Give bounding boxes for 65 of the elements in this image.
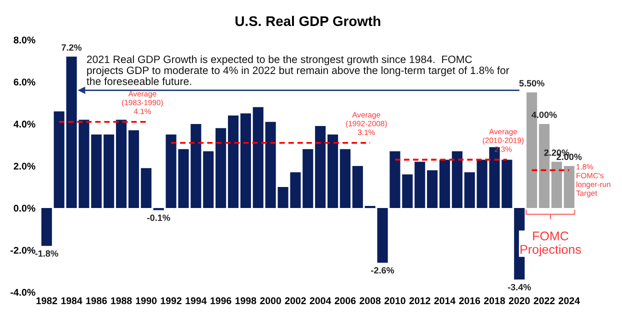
data-label: -3.4% xyxy=(508,284,531,290)
bar xyxy=(228,116,239,208)
x-tick-label: 2000 xyxy=(260,297,281,304)
x-tick-label: 2002 xyxy=(284,297,306,304)
data-label: 7.2% xyxy=(62,44,82,51)
data-label: -1.8% xyxy=(35,250,58,257)
data-label: 2.20% xyxy=(544,149,570,156)
x-tick-label: 2016 xyxy=(459,297,480,304)
bar xyxy=(564,166,574,208)
bar xyxy=(439,160,450,208)
data-label: 4.00% xyxy=(532,112,557,118)
bar xyxy=(414,162,426,208)
x-tick-label: 1994 xyxy=(186,297,207,304)
annotation: 2021 Real GDP Growth is expected to be the strongest growth since 1984. FOMC projects GDP to moderate to 4% in 2022 but remain above the long-term target of 1.8% for the foreseeable future. xyxy=(86,55,510,86)
bar xyxy=(252,107,264,208)
data-label: -0.1% xyxy=(147,214,170,221)
x-tick-label: 1984 xyxy=(61,297,82,304)
x-tick-label: 1998 xyxy=(235,297,256,304)
x-tick-label: 1996 xyxy=(210,297,232,304)
bar xyxy=(203,151,214,208)
x-tick-label: 1986 xyxy=(86,297,107,304)
bar xyxy=(140,168,152,208)
x-tick-label: 2024 xyxy=(558,297,580,304)
x-tick-label: 2006 xyxy=(334,297,356,304)
bar xyxy=(340,149,350,208)
bar xyxy=(427,170,438,208)
bar xyxy=(352,166,363,208)
y-tick-label: 2.0% xyxy=(14,162,36,170)
x-tick-label: 2020 xyxy=(508,297,530,304)
bar xyxy=(464,172,475,208)
y-tick-label: 4.0% xyxy=(14,120,36,128)
bar xyxy=(41,208,52,246)
y-tick-label: 8.0% xyxy=(14,36,36,44)
data-label: 2.00% xyxy=(556,154,582,160)
x-tick-label: 2018 xyxy=(484,297,506,304)
y-tick-label: 6.0% xyxy=(14,78,36,86)
bar xyxy=(377,208,388,263)
x-tick-label: 2008 xyxy=(360,297,381,304)
annotation: FOMC Projections xyxy=(520,232,581,256)
bar xyxy=(302,149,314,208)
data-label: -2.6% xyxy=(371,267,394,274)
bar xyxy=(216,128,226,208)
x-tick-label: 2012 xyxy=(409,297,430,304)
x-tick-label: 2010 xyxy=(384,297,406,304)
chart-title: U.S. Real GDP Growth xyxy=(236,16,380,26)
y-tick-label: -2.0% xyxy=(10,246,36,254)
bar xyxy=(128,130,140,208)
x-tick-label: 1992 xyxy=(160,297,182,304)
x-tick-label: 1982 xyxy=(36,297,58,304)
data-label: 5.50% xyxy=(519,80,544,86)
x-tick-label: 2014 xyxy=(434,297,456,304)
bar xyxy=(315,126,326,208)
x-tick-label: 2022 xyxy=(534,297,555,304)
bar xyxy=(116,120,127,208)
bar xyxy=(364,206,376,208)
y-tick-label: -4.0% xyxy=(10,288,36,296)
x-tick-label: 2004 xyxy=(310,297,332,304)
bar xyxy=(104,134,114,208)
y-tick-label: 0.0% xyxy=(14,204,36,212)
x-tick-label: 1988 xyxy=(111,297,132,304)
bar xyxy=(452,151,462,208)
bar xyxy=(240,113,251,208)
x-tick-label: 1990 xyxy=(136,297,157,304)
bar xyxy=(551,162,562,208)
bar xyxy=(327,134,338,208)
